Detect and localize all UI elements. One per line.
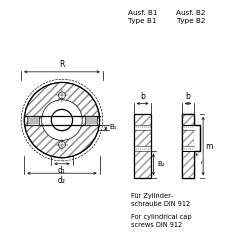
Bar xyxy=(182,130,194,146)
Text: b: b xyxy=(186,92,190,101)
Text: d₁: d₁ xyxy=(58,166,66,175)
Bar xyxy=(182,151,194,178)
Text: R: R xyxy=(59,60,65,69)
Bar xyxy=(134,125,152,130)
Text: b: b xyxy=(140,92,145,101)
Text: Ausf. B1
Type B1: Ausf. B1 Type B1 xyxy=(128,10,157,24)
Circle shape xyxy=(51,110,72,131)
Bar xyxy=(27,116,39,124)
Text: Ausf. B2
Type B2: Ausf. B2 Type B2 xyxy=(176,10,206,24)
Text: m: m xyxy=(206,142,213,150)
Text: r: r xyxy=(196,154,203,166)
Polygon shape xyxy=(182,114,200,178)
Text: Für Zylinder-
schraube DIN 912: Für Zylinder- schraube DIN 912 xyxy=(131,193,190,207)
Circle shape xyxy=(24,82,100,158)
Bar xyxy=(85,116,97,124)
Text: B₁: B₁ xyxy=(109,124,117,130)
Circle shape xyxy=(58,141,66,148)
Bar xyxy=(134,114,152,125)
Circle shape xyxy=(58,92,66,99)
Bar xyxy=(182,146,194,151)
Bar xyxy=(134,114,152,178)
Text: B₂: B₂ xyxy=(157,162,164,168)
Bar xyxy=(134,130,152,146)
Circle shape xyxy=(42,100,82,140)
Text: For cylindrical cap
screws DIN 912: For cylindrical cap screws DIN 912 xyxy=(131,214,192,228)
Text: d₂: d₂ xyxy=(58,176,66,185)
Bar xyxy=(182,114,194,125)
Bar xyxy=(134,151,152,178)
Bar xyxy=(134,146,152,151)
Bar xyxy=(182,125,194,130)
